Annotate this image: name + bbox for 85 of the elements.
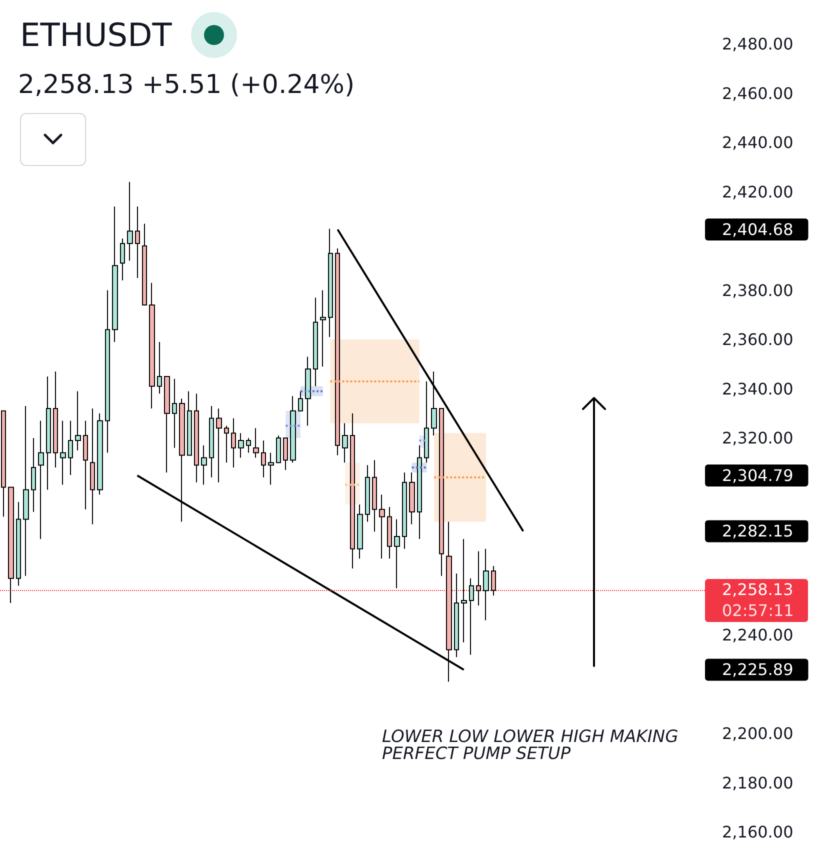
candlestick — [283, 438, 288, 471]
candlestick — [431, 371, 437, 436]
candlestick — [187, 390, 192, 456]
candlestick — [305, 356, 311, 426]
candlestick — [342, 422, 348, 464]
candlestick — [253, 428, 259, 458]
candlestick — [8, 486, 14, 604]
y-tick-label: 2,160.00 — [722, 822, 794, 842]
candlestick — [238, 432, 244, 458]
candlestick — [201, 444, 207, 486]
y-tick-label: 2,404.68 — [722, 220, 794, 239]
candlestick — [172, 378, 177, 448]
candlestick — [298, 390, 303, 412]
y-tick-label: 2,304.79 — [722, 466, 794, 485]
candlestick — [476, 550, 481, 606]
candlestick — [387, 506, 392, 560]
candlestick — [454, 572, 459, 658]
chart-title: ETHUSDT — [20, 15, 172, 56]
y-tick-label: 2,240.00 — [722, 626, 794, 644]
candlestick — [209, 405, 214, 478]
y-tick-label: 2,420.00 — [722, 182, 794, 202]
candlestick — [424, 380, 429, 464]
candlestick — [97, 412, 103, 496]
candlestick — [276, 435, 281, 464]
candlestick — [261, 440, 266, 478]
candlestick — [16, 502, 21, 586]
candlestick — [112, 206, 118, 342]
candlestick — [46, 376, 51, 490]
candlestick — [75, 390, 81, 451]
candlestick — [246, 438, 251, 454]
y-tick-label: 2,440.00 — [722, 133, 794, 152]
candlestick — [372, 460, 377, 532]
candlestick — [83, 420, 88, 510]
candlestick — [135, 206, 140, 278]
y-tick-label: 2,200.00 — [722, 724, 794, 743]
candlestick — [142, 223, 147, 306]
candlestick — [38, 420, 44, 540]
candlestick — [68, 420, 73, 476]
y-tick-label: 2,360.00 — [722, 330, 794, 349]
candlestick — [328, 228, 333, 338]
candlestick — [290, 396, 296, 464]
candlestick — [409, 472, 415, 525]
candlestick — [469, 578, 474, 656]
candlestick — [394, 518, 400, 589]
candlestick — [53, 371, 58, 468]
y-tick-label: 2,225.89 — [722, 660, 794, 680]
candlestick — [224, 425, 229, 464]
candlestick — [194, 393, 199, 483]
candlestick — [127, 181, 133, 262]
candlestick — [402, 472, 407, 550]
y-tick-label: 2,460.00 — [722, 84, 794, 103]
candlestick — [90, 408, 95, 525]
candlestick — [268, 452, 274, 486]
y-tick-label: 2,180.00 — [722, 773, 794, 792]
candlestick — [313, 297, 318, 387]
candlestick — [216, 408, 222, 483]
y-tick-label: 2,380.00 — [722, 280, 794, 300]
candlestick — [1, 410, 6, 518]
candlestick — [149, 282, 155, 409]
candlestick — [439, 408, 444, 576]
candlestick — [483, 548, 489, 621]
candlestick — [164, 376, 170, 473]
annotation: LOWER LOW LOWER HIGH MAKING PERFECT PUMP SETUP — [382, 727, 680, 764]
candlestick — [335, 248, 340, 456]
candlestick — [231, 418, 236, 468]
y-tick-label: 2,480.00 — [722, 34, 794, 54]
candlestick — [31, 438, 36, 512]
candlestick — [491, 566, 496, 596]
candlestick — [417, 444, 422, 540]
candlestick — [461, 538, 467, 643]
candlestick — [357, 504, 363, 560]
y-tick-label: 2,340.00 — [722, 379, 794, 398]
candlestick — [365, 464, 370, 522]
text: 2,258.13 +5.51 (+0.24%) — [18, 70, 355, 100]
ref-line-label: 2,258.13 02:57:11 — [722, 579, 795, 622]
candlestick — [350, 412, 355, 570]
y-tick-label: 2,282.15 — [722, 522, 794, 541]
candlestick — [105, 290, 110, 454]
y-tick-label: 2,320.00 — [722, 428, 794, 448]
candlestick — [120, 238, 125, 281]
candlestick — [379, 494, 385, 560]
candlestick — [60, 420, 66, 486]
candlestick — [23, 405, 29, 576]
candlestick — [157, 341, 162, 394]
candlestick — [320, 290, 326, 368]
